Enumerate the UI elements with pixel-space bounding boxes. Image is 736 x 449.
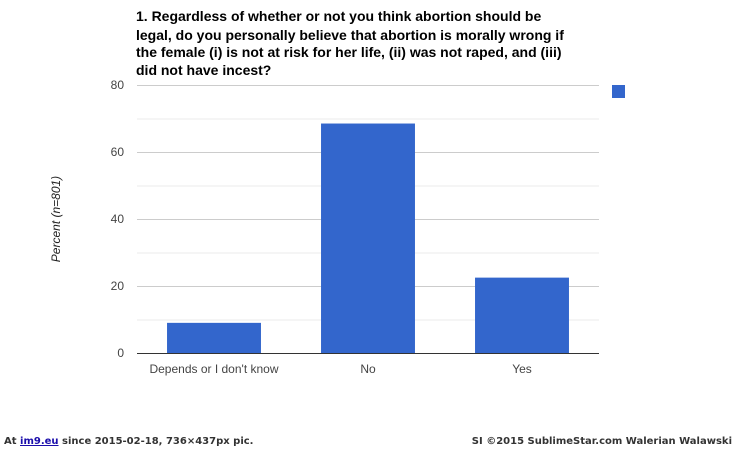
footer: At im9.eu since 2015-02-18, 736×437px pi…: [4, 433, 732, 447]
bar: [167, 322, 261, 353]
chart-title-line: 1. Regardless of whether or not you thin…: [136, 8, 541, 24]
x-axis-ticks: Depends or I don't know No Yes: [149, 362, 531, 376]
x-tick-label: Yes: [512, 362, 532, 376]
bar: [321, 123, 415, 354]
y-tick-label: 60: [111, 145, 125, 159]
bar: [475, 277, 569, 353]
footer-since: since 2015-02-18, 736×437px pic.: [58, 436, 254, 447]
x-tick-label: Depends or I don't know: [149, 362, 278, 376]
y-tick-label: 40: [111, 212, 125, 226]
chart-title-line: legal, do you personally believe that ab…: [136, 27, 564, 43]
footer-left: At im9.eu since 2015-02-18, 736×437px pi…: [4, 436, 253, 447]
chart-title-line: did not have incest?: [136, 62, 271, 78]
chart-title: 1. Regardless of whether or not you thin…: [136, 8, 564, 78]
y-axis-label: Percent (n=801): [49, 176, 63, 262]
y-tick-label: 80: [111, 78, 125, 92]
y-axis-ticks: 0 20 40 60 80: [111, 78, 125, 360]
bars: [167, 123, 569, 354]
y-tick-label: 20: [111, 279, 125, 293]
y-tick-label: 0: [117, 346, 124, 360]
site-link[interactable]: im9.eu: [20, 436, 59, 447]
x-tick-label: No: [360, 362, 376, 376]
footer-prefix: At: [4, 436, 21, 447]
bar-chart: 1. Regardless of whether or not you thin…: [49, 8, 625, 376]
footer-credit: SI ©2015 SublimeStar.com Walerian Walaws…: [471, 436, 732, 447]
legend-swatch: [612, 85, 625, 98]
chart-title-line: the female (i) is not at risk for her li…: [136, 44, 562, 60]
